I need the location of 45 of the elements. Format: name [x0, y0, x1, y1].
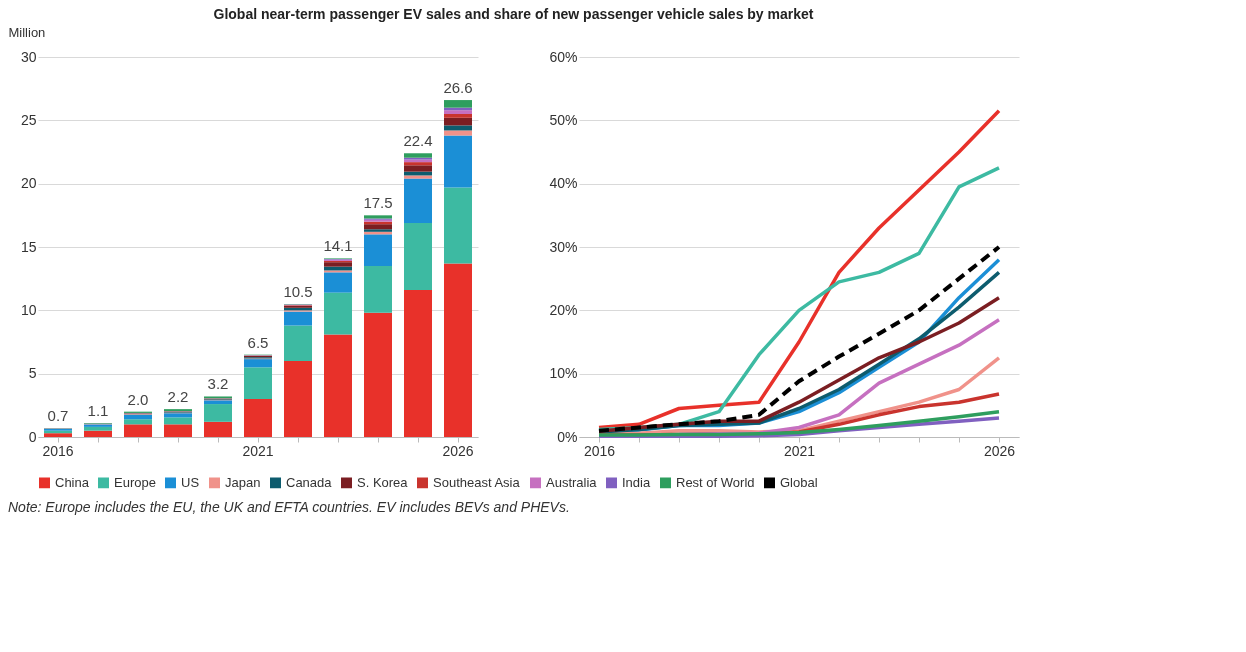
- total-label: 1.1: [87, 402, 109, 420]
- legend-label: India: [622, 474, 651, 490]
- total-label: 3.2: [207, 375, 229, 393]
- total-label: 2.2: [167, 388, 189, 406]
- total-label: 14.1: [323, 237, 353, 255]
- x-tick-label: 2021: [783, 442, 816, 459]
- y-tick-label: 10%: [549, 365, 578, 382]
- x-tick-label: 2021: [242, 442, 274, 459]
- y-tick-label: 0: [28, 428, 37, 445]
- x-tick-label: 2026: [983, 442, 1016, 459]
- total-label: 2.0: [127, 390, 149, 408]
- legend-label: China: [55, 474, 90, 490]
- legend-label: Rest of World: [676, 474, 755, 490]
- total-label: 10.5: [283, 283, 313, 300]
- y-tick-label: 30: [20, 48, 37, 65]
- legend-label: Japan: [225, 474, 261, 490]
- y-tick-label: 60%: [549, 48, 578, 65]
- y-tick-label: 15: [20, 238, 37, 255]
- y-tick-label: 5: [28, 365, 37, 382]
- legend-label: Global: [780, 474, 818, 490]
- legend-label: S. Korea: [357, 474, 409, 490]
- y-tick-label: 30%: [549, 238, 578, 255]
- y-axis-title: Million: [8, 24, 46, 40]
- total-label: 6.5: [247, 333, 269, 351]
- x-tick-label: 2016: [583, 442, 616, 459]
- total-label: 26.6: [443, 79, 473, 97]
- total-label: 22.4: [403, 132, 433, 150]
- total-label: 17.5: [363, 194, 393, 212]
- legend-label: Australia: [546, 474, 598, 490]
- text: Note: Europe includes the EU, the UK and EFTA countries. EV includes BEVs and PHEVs.: [8, 499, 570, 515]
- y-tick-label: 20: [20, 175, 37, 192]
- y-tick-label: 20%: [549, 301, 578, 318]
- legend-label: Europe: [114, 474, 156, 490]
- y-tick-label: 40%: [549, 175, 578, 192]
- y-tick-label: 25: [20, 111, 37, 128]
- x-tick-label: 2026: [442, 442, 474, 459]
- y-tick-label: 50%: [549, 111, 578, 128]
- legend-label: Southeast Asia: [433, 474, 521, 490]
- legend-label: Canada: [286, 474, 333, 490]
- text: Global near-term passenger EV sales and share of new passenger vehicle sales by market: [213, 6, 814, 22]
- legend-label: US: [181, 474, 200, 490]
- y-tick-label: 10: [20, 301, 37, 318]
- x-tick-label: 2016: [42, 442, 74, 459]
- y-tick-label: 0%: [557, 428, 578, 445]
- total-label: 0.7: [47, 407, 69, 425]
